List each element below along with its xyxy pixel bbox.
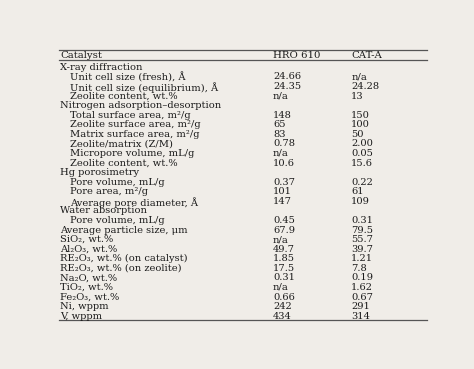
Text: 0.31: 0.31 xyxy=(351,216,374,225)
Text: 39.7: 39.7 xyxy=(351,245,374,254)
Text: 13: 13 xyxy=(351,92,364,101)
Text: Unit cell size (equilibrium), Å: Unit cell size (equilibrium), Å xyxy=(70,82,219,93)
Text: Matrix surface area, m²/g: Matrix surface area, m²/g xyxy=(70,130,200,139)
Text: 100: 100 xyxy=(351,120,370,129)
Text: Unit cell size (fresh), Å: Unit cell size (fresh), Å xyxy=(70,72,186,83)
Text: 101: 101 xyxy=(273,187,292,196)
Text: 24.35: 24.35 xyxy=(273,82,301,91)
Text: 55.7: 55.7 xyxy=(351,235,374,244)
Text: Hg porosimetry: Hg porosimetry xyxy=(60,168,139,177)
Text: Pore volume, mL/g: Pore volume, mL/g xyxy=(70,178,165,187)
Text: RE₂O₃, wt.% (on zeolite): RE₂O₃, wt.% (on zeolite) xyxy=(60,264,182,273)
Text: Pore area, m²/g: Pore area, m²/g xyxy=(70,187,148,196)
Text: Total surface area, m²/g: Total surface area, m²/g xyxy=(70,111,191,120)
Text: 2.00: 2.00 xyxy=(351,139,373,148)
Text: Ni, wppm: Ni, wppm xyxy=(60,302,109,311)
Text: Na₂O, wt.%: Na₂O, wt.% xyxy=(60,273,117,282)
Text: 434: 434 xyxy=(273,312,292,321)
Text: n/a: n/a xyxy=(273,235,289,244)
Text: 314: 314 xyxy=(351,312,370,321)
Text: 7.8: 7.8 xyxy=(351,264,367,273)
Text: 1.85: 1.85 xyxy=(273,254,295,263)
Text: 67.9: 67.9 xyxy=(273,225,295,235)
Text: n/a: n/a xyxy=(273,283,289,292)
Text: HRO 610: HRO 610 xyxy=(273,51,320,61)
Text: RE₂O₃, wt.% (on catalyst): RE₂O₃, wt.% (on catalyst) xyxy=(60,254,188,263)
Text: Al₂O₃, wt.%: Al₂O₃, wt.% xyxy=(60,245,117,254)
Text: Micropore volume, mL/g: Micropore volume, mL/g xyxy=(70,149,195,158)
Text: 0.45: 0.45 xyxy=(273,216,295,225)
Text: 148: 148 xyxy=(273,111,292,120)
Text: 0.66: 0.66 xyxy=(273,293,295,301)
Text: SiO₂, wt.%: SiO₂, wt.% xyxy=(60,235,113,244)
Text: 147: 147 xyxy=(273,197,292,206)
Text: n/a: n/a xyxy=(351,72,367,82)
Text: TiO₂, wt.%: TiO₂, wt.% xyxy=(60,283,113,292)
Text: 109: 109 xyxy=(351,197,370,206)
Text: 242: 242 xyxy=(273,302,292,311)
Text: 1.62: 1.62 xyxy=(351,283,374,292)
Text: Zeolite content, wt.%: Zeolite content, wt.% xyxy=(70,159,178,168)
Text: Nitrogen adsorption–desorption: Nitrogen adsorption–desorption xyxy=(60,101,221,110)
Text: 24.66: 24.66 xyxy=(273,72,301,82)
Text: Zeolite/matrix (Z/M): Zeolite/matrix (Z/M) xyxy=(70,139,173,148)
Text: Pore volume, mL/g: Pore volume, mL/g xyxy=(70,216,165,225)
Text: 150: 150 xyxy=(351,111,370,120)
Text: 15.6: 15.6 xyxy=(351,159,374,168)
Text: 49.7: 49.7 xyxy=(273,245,295,254)
Text: 291: 291 xyxy=(351,302,370,311)
Text: Catalyst: Catalyst xyxy=(60,51,102,61)
Text: V, wppm: V, wppm xyxy=(60,312,102,321)
Text: Zeolite content, wt.%: Zeolite content, wt.% xyxy=(70,92,178,101)
Text: 0.37: 0.37 xyxy=(273,178,295,187)
Text: 0.22: 0.22 xyxy=(351,178,373,187)
Text: 0.67: 0.67 xyxy=(351,293,374,301)
Text: 0.31: 0.31 xyxy=(273,273,295,282)
Text: Zeolite surface area, m²/g: Zeolite surface area, m²/g xyxy=(70,120,201,129)
Text: 61: 61 xyxy=(351,187,364,196)
Text: 0.05: 0.05 xyxy=(351,149,373,158)
Text: 0.19: 0.19 xyxy=(351,273,374,282)
Text: Fe₂O₃, wt.%: Fe₂O₃, wt.% xyxy=(60,293,119,301)
Text: 10.6: 10.6 xyxy=(273,159,295,168)
Text: CAT-A: CAT-A xyxy=(351,51,382,61)
Text: 79.5: 79.5 xyxy=(351,225,374,235)
Text: Water absorption: Water absorption xyxy=(60,206,147,215)
Text: 83: 83 xyxy=(273,130,285,139)
Text: 65: 65 xyxy=(273,120,285,129)
Text: n/a: n/a xyxy=(273,92,289,101)
Text: X-ray diffraction: X-ray diffraction xyxy=(60,63,143,72)
Text: 24.28: 24.28 xyxy=(351,82,379,91)
Text: 0.78: 0.78 xyxy=(273,139,295,148)
Text: Average particle size, μm: Average particle size, μm xyxy=(60,225,188,235)
Text: 50: 50 xyxy=(351,130,364,139)
Text: 17.5: 17.5 xyxy=(273,264,295,273)
Text: 1.21: 1.21 xyxy=(351,254,374,263)
Text: Average pore diameter, Å: Average pore diameter, Å xyxy=(70,197,198,208)
Text: n/a: n/a xyxy=(273,149,289,158)
